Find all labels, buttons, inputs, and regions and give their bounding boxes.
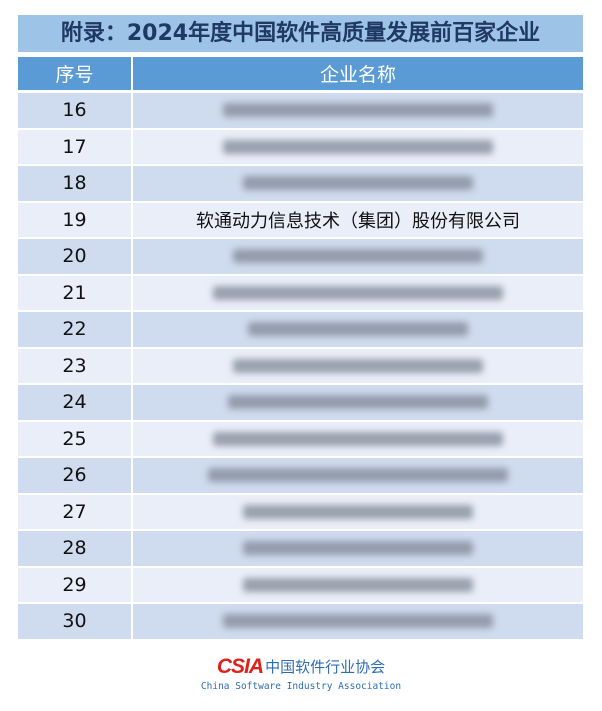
table-row: 19 软通动力信息技术（集团）股份有限公司 xyxy=(18,202,583,237)
row-number: 19 xyxy=(18,202,131,237)
row-number: 28 xyxy=(18,531,131,566)
table-row: 26 xyxy=(18,458,583,493)
row-number: 24 xyxy=(18,385,131,420)
table-row: 29 xyxy=(18,567,583,602)
table-row: 18 xyxy=(18,166,583,201)
blurred-name xyxy=(243,541,473,556)
blurred-name xyxy=(223,614,493,629)
table-row: 24 xyxy=(18,385,583,420)
footer: CSIA 中国软件行业协会 China Software Industry As… xyxy=(0,655,602,692)
table-row: 16 xyxy=(18,93,583,128)
company-name xyxy=(133,239,583,274)
company-name xyxy=(133,458,583,493)
table-row: 27 xyxy=(18,494,583,529)
table-row: 25 xyxy=(18,421,583,456)
blurred-name xyxy=(223,103,493,118)
row-number: 30 xyxy=(18,604,131,639)
row-number: 26 xyxy=(18,458,131,493)
row-number: 17 xyxy=(18,129,131,164)
blurred-name xyxy=(233,358,483,373)
row-number: 22 xyxy=(18,312,131,347)
table-row: 22 xyxy=(18,312,583,347)
org-name-en: China Software Industry Association xyxy=(200,681,402,692)
company-name xyxy=(133,348,583,383)
company-name xyxy=(133,275,583,310)
blurred-name xyxy=(228,395,488,410)
blurred-name xyxy=(243,504,473,519)
company-name xyxy=(133,494,583,529)
table-row: 23 xyxy=(18,348,583,383)
table-row: 20 xyxy=(18,239,583,274)
csia-logo: CSIA xyxy=(216,655,264,678)
company-table: 序号 企业名称 16 17 18 19 软通动力信息技术（集团）股份有限公司 20 21 22… xyxy=(18,57,583,641)
company-name xyxy=(133,93,583,128)
row-number: 27 xyxy=(18,494,131,529)
blurred-name xyxy=(243,577,473,592)
company-name xyxy=(133,129,583,164)
org-name-cn: 中国软件行业协会 xyxy=(265,658,386,676)
blurred-name xyxy=(213,431,503,446)
row-number: 18 xyxy=(18,166,131,201)
row-number: 25 xyxy=(18,421,131,456)
blurred-name xyxy=(223,139,493,154)
blurred-name xyxy=(233,249,483,264)
blurred-name xyxy=(243,176,473,191)
header-number: 序号 xyxy=(18,57,131,90)
company-name xyxy=(133,385,583,420)
row-number: 16 xyxy=(18,93,131,128)
blurred-name xyxy=(213,285,503,300)
row-number: 29 xyxy=(18,567,131,602)
header-company-name: 企业名称 xyxy=(133,57,583,90)
table-row: 21 xyxy=(18,275,583,310)
table-row: 28 xyxy=(18,531,583,566)
company-name: 软通动力信息技术（集团）股份有限公司 xyxy=(133,202,583,237)
page-title: 附录：2024年度中国软件高质量发展前百家企业 xyxy=(18,15,583,52)
company-name xyxy=(133,604,583,639)
blurred-name xyxy=(248,322,468,337)
row-number: 21 xyxy=(18,275,131,310)
company-name xyxy=(133,567,583,602)
row-number: 23 xyxy=(18,348,131,383)
company-name xyxy=(133,312,583,347)
table-header: 序号 企业名称 xyxy=(18,57,583,90)
company-name xyxy=(133,531,583,566)
company-name xyxy=(133,166,583,201)
row-number: 20 xyxy=(18,239,131,274)
company-name xyxy=(133,421,583,456)
blurred-name xyxy=(208,468,508,483)
table-row: 30 xyxy=(18,604,583,639)
table-row: 17 xyxy=(18,129,583,164)
